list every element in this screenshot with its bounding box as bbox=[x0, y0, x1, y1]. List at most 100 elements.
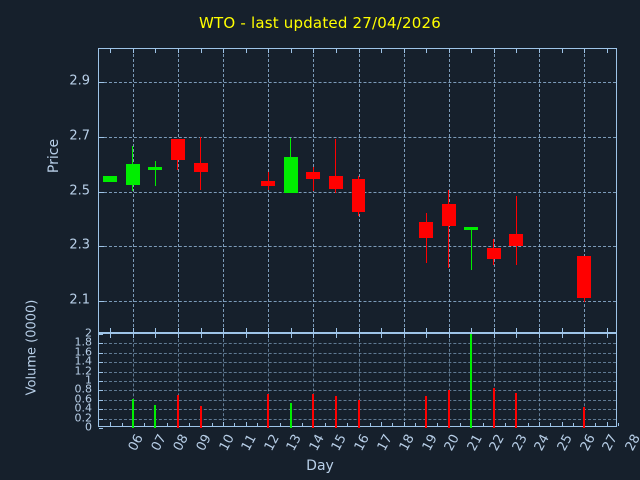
price-gridline bbox=[99, 246, 616, 248]
volume-tick-label: 1.8 bbox=[74, 335, 93, 349]
volume-x-minor-tick bbox=[369, 423, 371, 426]
price-gridline-vertical bbox=[539, 49, 541, 332]
candlestick-20 bbox=[419, 221, 434, 239]
candlestick-15 bbox=[306, 172, 321, 180]
volume-gridline bbox=[99, 362, 616, 364]
volume-tick-label: 1.4 bbox=[74, 354, 93, 368]
price-x-tick bbox=[516, 328, 518, 332]
volume-x-tick bbox=[200, 334, 202, 338]
price-x-tick bbox=[155, 49, 157, 53]
volume-x-minor-tick bbox=[234, 423, 236, 426]
volume-tick-label: 2 bbox=[85, 326, 92, 340]
candle-wick bbox=[335, 139, 337, 193]
volume-bar-10 bbox=[199, 406, 202, 428]
price-x-tick bbox=[358, 49, 360, 53]
volume-bar-22 bbox=[470, 334, 473, 428]
day-tick-label: 21 bbox=[464, 432, 486, 454]
price-x-tick bbox=[539, 328, 541, 332]
candlestick-14 bbox=[283, 157, 298, 193]
volume-x-tick bbox=[539, 334, 541, 338]
price-x-tick bbox=[471, 328, 473, 332]
price-x-tick bbox=[313, 49, 315, 53]
candle-wick bbox=[425, 213, 427, 263]
volume-x-tick bbox=[561, 422, 563, 426]
price-x-tick bbox=[335, 328, 337, 332]
day-tick-label: 08 bbox=[171, 432, 193, 454]
candlestick-21 bbox=[441, 203, 456, 226]
candlestick-07 bbox=[125, 164, 140, 185]
day-tick-label: 09 bbox=[193, 432, 215, 454]
price-x-tick bbox=[561, 328, 563, 332]
price-x-tick bbox=[448, 49, 450, 53]
price-x-tick bbox=[245, 328, 247, 332]
volume-x-minor-tick bbox=[437, 423, 439, 426]
volume-x-minor-tick bbox=[595, 423, 597, 426]
price-x-tick bbox=[426, 49, 428, 53]
price-x-tick bbox=[403, 328, 405, 332]
price-x-tick bbox=[290, 328, 292, 332]
volume-tick-mark bbox=[99, 343, 103, 345]
price-x-tick bbox=[110, 328, 112, 332]
price-gridline-vertical bbox=[223, 49, 225, 332]
price-x-tick bbox=[313, 328, 315, 332]
volume-bar-21 bbox=[447, 390, 450, 428]
price-x-tick bbox=[584, 328, 586, 332]
price-x-tick bbox=[177, 328, 179, 332]
volume-x-tick bbox=[426, 334, 428, 338]
volume-gridline bbox=[99, 343, 616, 345]
price-x-tick bbox=[584, 49, 586, 53]
price-x-tick bbox=[448, 328, 450, 332]
volume-tick-label: 0.4 bbox=[74, 401, 93, 415]
volume-gridline-vertical bbox=[223, 334, 225, 426]
candlestick-24 bbox=[509, 233, 524, 247]
volume-x-minor-tick bbox=[392, 423, 394, 426]
candlestick-13 bbox=[261, 180, 276, 186]
price-x-tick bbox=[493, 328, 495, 332]
volume-bar-17 bbox=[357, 399, 360, 428]
volume-tick-mark bbox=[99, 390, 103, 392]
day-tick-label: 22 bbox=[487, 432, 509, 454]
x-axis-label: Day bbox=[306, 458, 334, 474]
day-tick-label: 23 bbox=[509, 432, 531, 454]
price-gridline-vertical bbox=[177, 49, 179, 332]
volume-x-tick bbox=[381, 334, 383, 338]
price-x-tick bbox=[223, 49, 225, 53]
price-x-tick bbox=[223, 328, 225, 332]
candlestick-08 bbox=[148, 166, 163, 170]
volume-bar-20 bbox=[425, 396, 428, 428]
volume-gridline bbox=[99, 371, 616, 373]
price-x-tick bbox=[268, 49, 270, 53]
volume-x-tick bbox=[110, 334, 112, 338]
candlestick-16 bbox=[328, 176, 343, 189]
volume-bar-16 bbox=[334, 396, 337, 428]
volume-x-tick bbox=[177, 334, 179, 338]
price-tick-mark bbox=[99, 136, 104, 138]
volume-bar-07 bbox=[131, 398, 134, 428]
volume-x-minor-tick bbox=[460, 423, 462, 426]
volume-x-minor-tick bbox=[166, 423, 168, 426]
day-tick-label: 07 bbox=[148, 432, 170, 454]
volume-x-minor-tick bbox=[527, 423, 529, 426]
volume-tick-mark bbox=[99, 381, 103, 382]
volume-gridline bbox=[99, 381, 616, 382]
volume-x-tick bbox=[358, 334, 360, 338]
price-x-tick bbox=[110, 49, 112, 53]
day-tick-label: 26 bbox=[577, 432, 599, 454]
day-tick-label: 17 bbox=[374, 432, 396, 454]
day-tick-label: 28 bbox=[622, 432, 640, 454]
volume-gridline-vertical bbox=[403, 334, 405, 426]
volume-x-tick bbox=[606, 422, 608, 426]
candlestick-27 bbox=[577, 255, 592, 299]
candle-wick bbox=[470, 227, 472, 270]
candlestick-23 bbox=[486, 247, 501, 259]
price-x-tick bbox=[426, 328, 428, 332]
price-x-tick bbox=[471, 49, 473, 53]
price-x-tick bbox=[132, 328, 134, 332]
price-x-tick bbox=[290, 49, 292, 53]
day-tick-label: 16 bbox=[351, 432, 373, 454]
price-x-tick bbox=[132, 49, 134, 53]
price-tick-mark bbox=[99, 81, 104, 83]
price-x-tick bbox=[177, 49, 179, 53]
day-tick-label: 27 bbox=[599, 432, 621, 454]
volume-x-tick bbox=[403, 422, 405, 426]
